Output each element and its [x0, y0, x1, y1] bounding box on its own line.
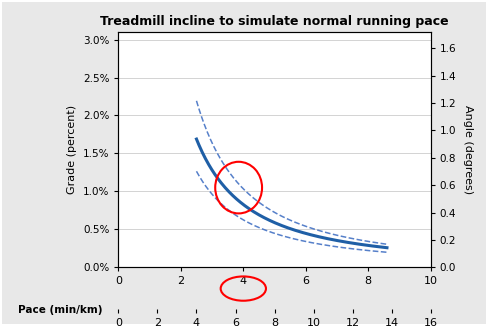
- Text: Pace (min/km): Pace (min/km): [18, 305, 103, 315]
- Title: Treadmill incline to simulate normal running pace: Treadmill incline to simulate normal run…: [100, 15, 449, 28]
- Y-axis label: Angle (degrees): Angle (degrees): [463, 105, 473, 194]
- Y-axis label: Grade (percent): Grade (percent): [67, 105, 77, 194]
